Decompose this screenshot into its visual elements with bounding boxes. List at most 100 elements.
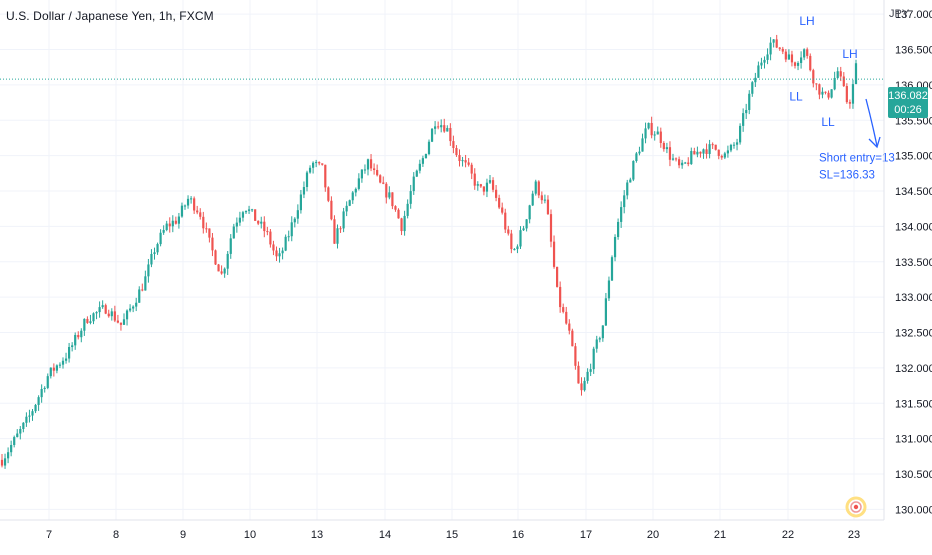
candle-body: [101, 305, 104, 308]
candle-body: [183, 205, 187, 207]
candle-body: [784, 51, 787, 60]
candle-body: [513, 249, 516, 251]
candle-body: [562, 307, 565, 312]
candle-body: [257, 220, 260, 224]
candle-body: [720, 155, 723, 158]
candle-body: [330, 200, 333, 220]
candle-body: [360, 169, 363, 179]
candle-body: [357, 178, 360, 189]
candle-body: [263, 221, 266, 232]
candle-body: [748, 93, 751, 110]
candle-body: [25, 416, 28, 423]
candle-body: [488, 180, 492, 183]
candle-body: [373, 168, 376, 170]
candle-body: [196, 210, 199, 213]
candle-body: [485, 182, 489, 192]
candle-body: [232, 226, 235, 239]
candle-body: [556, 266, 559, 287]
candle-body: [208, 228, 211, 238]
candle-body: [830, 89, 833, 98]
candle-body: [732, 144, 736, 146]
candle-body: [354, 188, 357, 193]
candle-body: [577, 365, 580, 384]
candle-body: [409, 191, 412, 204]
candle-body: [113, 311, 116, 321]
candle-body: [296, 210, 299, 219]
x-tick-label: 17: [580, 529, 592, 541]
candle-body: [534, 181, 537, 194]
candle-body: [424, 154, 428, 159]
candle-body: [470, 164, 473, 174]
candle-body: [180, 205, 184, 217]
candle-body: [217, 264, 220, 272]
candle-body: [461, 160, 464, 162]
candle-body: [476, 184, 479, 186]
candle-body: [260, 221, 263, 224]
candle-body: [473, 173, 476, 186]
candle-body: [495, 189, 498, 198]
candle-body: [376, 169, 379, 176]
candle-body: [269, 231, 272, 245]
candle-body: [61, 360, 65, 365]
y-tick-label: 130.000: [895, 504, 932, 516]
candle-body: [498, 197, 501, 208]
candle-body: [281, 250, 284, 254]
candle-body: [229, 238, 232, 254]
candle-body: [574, 346, 577, 366]
candle-body: [22, 422, 25, 430]
candle-body: [708, 144, 711, 154]
candle-body: [7, 452, 10, 459]
candle-body: [754, 77, 757, 83]
last-price-badge: 136.082 00:26: [888, 87, 928, 118]
x-tick-label: 16: [512, 529, 524, 541]
currency-label: JPY: [889, 8, 910, 20]
y-tick-label: 136.500: [895, 45, 932, 57]
candle-body: [394, 206, 397, 210]
candle-body: [766, 54, 769, 60]
candle-body: [369, 159, 373, 169]
candle-body: [595, 339, 598, 349]
candle-body: [537, 181, 540, 196]
candle-body: [809, 55, 812, 71]
candle-body: [528, 205, 531, 220]
candle-body: [449, 127, 452, 142]
candle-body: [565, 311, 568, 324]
candle-body: [745, 109, 748, 114]
candle-body: [144, 276, 147, 291]
candle-body: [406, 203, 409, 216]
candle-body: [699, 151, 702, 154]
y-tick-label: 131.500: [895, 398, 932, 410]
candle-body: [671, 158, 675, 160]
candle-body: [397, 209, 400, 219]
y-tick-label: 134.000: [895, 221, 932, 233]
candle-body: [412, 176, 415, 192]
candle-body: [241, 212, 245, 218]
candle-body: [705, 149, 708, 154]
candle-body: [43, 387, 46, 389]
candle-body: [531, 193, 534, 206]
candle-body: [186, 198, 190, 206]
candle-body: [19, 429, 22, 434]
candle-body: [287, 236, 290, 238]
candle-body: [223, 268, 226, 274]
candle-body: [742, 113, 745, 126]
annotation-label: LH: [842, 47, 857, 61]
candle-body: [803, 49, 806, 58]
candle-body: [10, 444, 13, 453]
y-tick-label: 133.500: [895, 257, 932, 269]
x-tick-label: 23: [848, 529, 860, 541]
x-tick-label: 8: [113, 529, 119, 541]
candle-body: [125, 310, 129, 320]
y-tick-label: 135.000: [895, 151, 932, 163]
candle-body: [235, 222, 238, 227]
candle-body: [83, 318, 86, 331]
y-tick-label: 130.500: [895, 469, 932, 481]
candle-body: [211, 237, 214, 251]
candle-body: [385, 183, 388, 198]
candle-body: [482, 186, 485, 192]
candle-body: [382, 182, 385, 184]
candle-body: [214, 250, 217, 265]
candle-body: [552, 241, 556, 267]
